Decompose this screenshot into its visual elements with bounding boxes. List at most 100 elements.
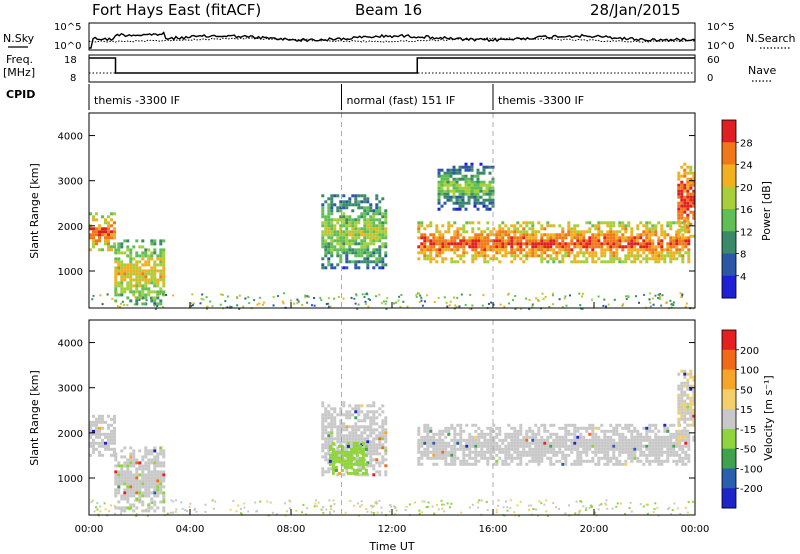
heatmap-cell — [144, 260, 148, 264]
heatmap-cell — [579, 462, 583, 466]
noise-traces — [88, 31, 696, 49]
heatmap-cell — [162, 293, 165, 296]
heatmap-cell — [360, 212, 364, 216]
heatmap-cell — [334, 459, 338, 463]
heatmap-cell — [261, 303, 264, 306]
heatmap-cell — [381, 410, 385, 414]
heatmap-cell — [354, 461, 358, 465]
heatmap-cell — [531, 441, 535, 445]
heatmap-cell — [138, 260, 142, 264]
heatmap-cell — [354, 224, 358, 228]
heatmap-cell — [346, 453, 350, 457]
heatmap-cell — [488, 186, 492, 190]
heatmap-cell — [449, 183, 453, 187]
heatmap-cell — [360, 410, 364, 414]
heatmap-cell — [348, 440, 352, 444]
heatmap-cell — [372, 452, 376, 456]
heatmap-cell — [683, 417, 687, 421]
heatmap-cell — [582, 450, 586, 454]
heatmap-cell — [594, 450, 598, 454]
heatmap-cell — [680, 216, 684, 220]
heatmap-cell — [162, 248, 166, 252]
heatmap-cell — [116, 292, 118, 295]
heatmap-cell — [288, 507, 291, 510]
heatmap-cell — [337, 471, 341, 475]
heatmap-cell — [324, 227, 328, 231]
heatmap-cell — [663, 257, 667, 261]
heatmap-cell — [114, 470, 118, 474]
heatmap-cell — [162, 263, 166, 267]
heatmap-cell — [680, 195, 684, 199]
heatmap-cell — [648, 429, 652, 433]
colorbar-swatch — [722, 468, 736, 489]
heatmap-cell — [486, 450, 490, 454]
heatmap-cell — [630, 233, 634, 237]
heatmap-cell — [479, 201, 483, 205]
heatmap-cell — [651, 441, 655, 445]
heatmap-cell — [92, 294, 95, 297]
heatmap-cell — [470, 180, 474, 184]
heatmap-cell — [423, 242, 427, 246]
heatmap-cell — [342, 242, 346, 246]
heatmap-cell — [426, 426, 430, 430]
heatmap-cell — [141, 500, 145, 504]
heatmap-cell — [321, 449, 325, 453]
heatmap-cell — [492, 435, 496, 439]
heatmap-cell — [573, 459, 577, 463]
heatmap-cell — [435, 432, 439, 436]
heatmap-cell — [449, 506, 451, 509]
heatmap-cell — [101, 215, 104, 219]
heatmap-cell — [492, 444, 496, 448]
heatmap-cell — [259, 500, 262, 503]
heatmap-cell — [507, 444, 511, 448]
heatmap-cell — [648, 435, 652, 439]
heatmap-cell — [492, 438, 496, 442]
heatmap-cell — [615, 429, 619, 433]
heatmap-cell — [643, 293, 645, 296]
heatmap-cell — [579, 438, 583, 442]
heatmap-cell — [205, 296, 208, 299]
heatmap-cell — [525, 435, 529, 439]
heatmap-cell — [156, 482, 160, 486]
heatmap-cell — [456, 260, 460, 264]
heatmap-cell — [479, 186, 483, 190]
heatmap-cell — [156, 485, 160, 489]
heatmap-cell — [579, 236, 583, 240]
heatmap-cell — [642, 426, 646, 430]
heatmap-cell — [113, 420, 116, 424]
x-tick-label: 12:00 — [378, 524, 407, 535]
heatmap-cell — [339, 254, 343, 258]
heatmap-cell — [692, 204, 696, 208]
heatmap-cell — [477, 435, 481, 439]
heatmap-cell — [591, 429, 595, 433]
heatmap-cell — [129, 257, 133, 261]
heatmap-cell — [342, 212, 346, 216]
heatmap-cell — [689, 399, 693, 403]
heatmap-cell — [449, 180, 453, 184]
heatmap-cell — [584, 509, 587, 511]
heatmap-cell — [648, 298, 651, 301]
heatmap-cell — [438, 453, 442, 457]
heatmap-cell — [677, 183, 681, 187]
heatmap-cell — [677, 372, 681, 376]
heatmap-cell — [363, 446, 367, 450]
heatmap-cell — [453, 462, 457, 466]
heatmap-cell — [327, 446, 331, 450]
heatmap-cell — [552, 450, 556, 454]
heatmap-cell — [549, 459, 553, 463]
heatmap-cell — [107, 447, 110, 451]
heatmap-cell — [464, 162, 468, 166]
heatmap-cell — [360, 504, 363, 507]
heatmap-cell — [120, 251, 124, 255]
heatmap-cell — [675, 453, 679, 457]
heatmap-cell — [624, 224, 628, 228]
heatmap-cell — [358, 447, 362, 451]
heatmap-cell — [243, 506, 246, 509]
heatmap-cell — [417, 429, 421, 433]
heatmap-cell — [491, 198, 495, 202]
heatmap-cell — [543, 257, 547, 261]
heatmap-cell — [423, 453, 427, 457]
heatmap-cell — [181, 507, 184, 510]
heatmap-cell — [516, 435, 520, 439]
heatmap-cell — [669, 441, 673, 445]
